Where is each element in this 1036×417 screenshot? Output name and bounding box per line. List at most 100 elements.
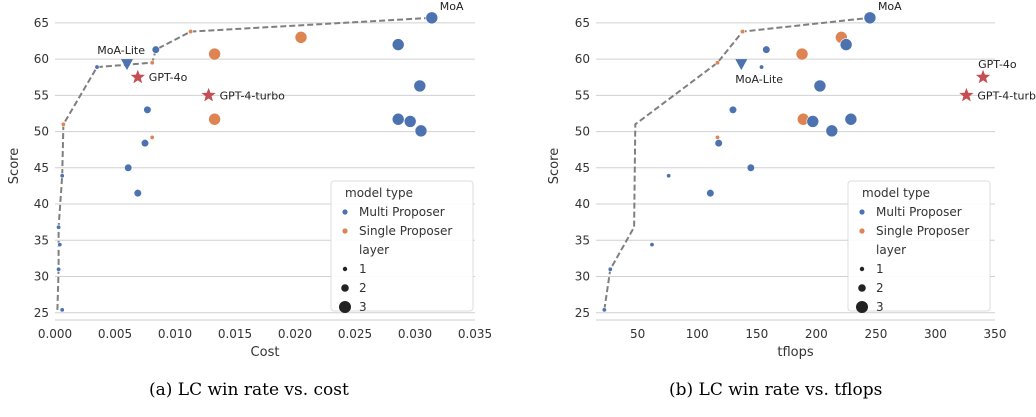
- point-annotation: GPT-4o: [149, 71, 188, 84]
- data-point: [59, 307, 65, 313]
- x-tick-label: 100: [686, 327, 709, 341]
- point-annotation: GPT-4-turbo: [220, 89, 286, 102]
- point-annotation: MoA: [878, 0, 902, 13]
- data-point: [133, 189, 142, 198]
- x-tick-label: 250: [864, 327, 887, 341]
- data-point: [714, 134, 720, 140]
- data-point: [806, 115, 820, 128]
- data-point: [825, 124, 839, 138]
- point-annotation: MoA-Lite: [735, 73, 783, 86]
- data-point: [57, 242, 63, 248]
- x-tick-label: 0.035: [458, 327, 492, 341]
- data-point: [739, 29, 745, 35]
- pareto-frontier-line: [56, 16, 432, 310]
- legend-swatch: [342, 228, 348, 234]
- legend-title-layer: layer: [876, 243, 906, 257]
- y-tick-label: 55: [575, 88, 590, 102]
- y-tick-label: 50: [575, 125, 590, 139]
- data-point: [151, 45, 160, 54]
- data-point: [601, 307, 607, 313]
- caption-b: (b) LC win rate vs. tflops: [669, 380, 883, 400]
- data-point: [56, 266, 62, 272]
- y-tick-label: 25: [575, 306, 590, 320]
- data-point: [844, 112, 858, 126]
- legend-item-label: Single Proposer: [876, 224, 969, 238]
- x-tick-label: 300: [924, 327, 947, 341]
- legend-size-label: 2: [359, 281, 367, 295]
- y-tick-label: 35: [575, 233, 590, 247]
- y-tick-label: 45: [34, 161, 49, 175]
- legend-size-label: 3: [876, 300, 884, 314]
- data-point: [59, 173, 65, 179]
- x-tick-label: 0.000: [38, 327, 72, 341]
- data-point: [294, 31, 308, 44]
- y-tick-label: 60: [575, 52, 590, 66]
- x-tick-label: 0.025: [338, 327, 372, 341]
- legend-size-label: 1: [359, 262, 367, 276]
- y-tick-label: 65: [34, 16, 49, 30]
- data-point: [143, 105, 152, 114]
- legend-item-label: Multi Proposer: [876, 205, 962, 219]
- legend-box: [847, 180, 991, 312]
- data-point: [149, 134, 155, 140]
- data-point: [140, 139, 150, 148]
- legend-swatch: [859, 209, 865, 215]
- x-tick-label: 350: [984, 327, 1007, 341]
- legend-size-swatch: [859, 266, 865, 272]
- x-tick-label: 0.005: [98, 327, 132, 341]
- data-point: [414, 124, 428, 138]
- data-point: [746, 163, 755, 172]
- legend-swatch: [859, 228, 865, 234]
- legend-size-label: 2: [876, 281, 884, 295]
- data-point: [759, 64, 765, 70]
- legend-item-label: Single Proposer: [359, 224, 452, 238]
- x-tick-label: 200: [805, 327, 828, 341]
- y-axis-label: Score: [547, 148, 562, 184]
- data-point: [60, 121, 66, 127]
- legend-size-label: 1: [876, 262, 884, 276]
- panel-lc-vs-cost: 25 30 35 40 45 50 55 60 65 0.000 0.005 0.010 0.015 0.…: [7, 0, 492, 360]
- y-tick-label: 40: [34, 197, 49, 211]
- data-point: [706, 189, 715, 198]
- y-tick-label: 45: [575, 161, 590, 175]
- point-annotation: GPT-4-turbo: [977, 89, 1036, 102]
- legend-swatch: [342, 209, 348, 215]
- star-marker: [975, 69, 991, 84]
- data-point: [795, 47, 809, 61]
- data-point: [391, 112, 405, 126]
- y-tick-label: 35: [34, 233, 49, 247]
- star-marker: [130, 69, 145, 84]
- y-tick-label: 50: [34, 125, 49, 139]
- y-tick-label: 30: [575, 270, 590, 284]
- x-axis-label: tflops: [777, 345, 813, 360]
- data-point: [149, 60, 155, 66]
- legend-size-label: 3: [359, 300, 367, 314]
- data-point: [714, 60, 720, 66]
- y-tick-label: 60: [34, 52, 49, 66]
- x-tick-label: 0.020: [278, 327, 312, 341]
- x-tick-label: 0.010: [158, 327, 192, 341]
- data-point: [863, 11, 877, 25]
- data-point: [839, 38, 853, 51]
- legend-size-swatch: [342, 266, 348, 272]
- data-point: [208, 112, 221, 126]
- data-point: [413, 79, 427, 93]
- data-point: [391, 38, 405, 51]
- x-tick-label: 150: [745, 327, 768, 341]
- legend-size-swatch: [858, 284, 866, 292]
- legend-item-label: Multi Proposer: [359, 205, 445, 219]
- legend-title-model-type: model type: [862, 186, 930, 200]
- x-axis-label: Cost: [251, 345, 280, 360]
- data-point: [649, 242, 655, 248]
- y-axis-label: Score: [7, 148, 22, 184]
- moa-lite-marker: [121, 59, 133, 71]
- panel-lc-vs-tflops: 25 30 35 40 45 50 55 60 65 50 100 150 200 250 300 350 tf…: [547, 0, 1036, 360]
- data-point: [403, 115, 417, 128]
- x-tick-label: 50: [630, 327, 645, 341]
- data-point: [607, 266, 613, 272]
- legend-size-swatch: [339, 301, 351, 313]
- y-tick-label: 40: [575, 197, 590, 211]
- caption-a: (a) LC win rate vs. cost: [149, 380, 349, 400]
- data-point: [188, 29, 194, 35]
